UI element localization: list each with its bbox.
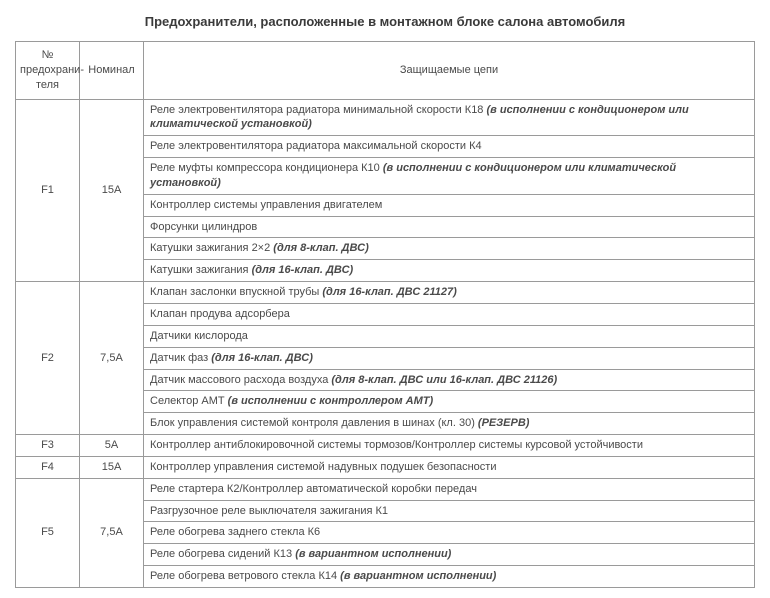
circuit-text: Контроллер системы управления двигателем [150, 199, 382, 211]
circuit-note: (для 16-клап. ДВС 21127) [322, 286, 456, 298]
circuit-note: (в вариантном исполнении) [340, 570, 496, 582]
circuit-text: Датчики кислорода [150, 330, 248, 342]
circuit-note: (для 8-клап. ДВС или 16-клап. ДВС 21126) [331, 374, 557, 386]
nominal-cell: 15А [80, 99, 144, 282]
circuit-text: Селектор АМТ [150, 395, 228, 407]
circuit-text: Реле электровентилятора радиатора минима… [150, 104, 486, 116]
circuit-description-cell: Форсунки цилиндров [144, 216, 755, 238]
page-title: Предохранители, расположенные в монтажно… [15, 14, 755, 29]
circuit-text: Катушки зажигания [150, 264, 252, 276]
circuit-text: Реле обогрева сидений К13 [150, 548, 295, 560]
circuit-description-cell: Контроллер системы управления двигателем [144, 194, 755, 216]
circuit-description-cell: Катушки зажигания (для 16-клап. ДВС) [144, 260, 755, 282]
circuit-text: Клапан заслонки впускной трубы [150, 286, 322, 298]
circuit-description-cell: Катушки зажигания 2×2 (для 8-клап. ДВС) [144, 238, 755, 260]
header-fuse-no: № предохрани­теля [16, 42, 80, 100]
circuit-description-cell: Реле обогрева сидений К13 (в вариантном … [144, 544, 755, 566]
nominal-cell: 5А [80, 435, 144, 457]
fuse-table: № предохрани­теля Номинал Защищаемые цеп… [15, 41, 755, 588]
circuit-note: (в вариантном исполнении) [295, 548, 451, 560]
circuit-description-cell: Датчики кислорода [144, 325, 755, 347]
circuit-description-cell: Датчик фаз (для 16-клап. ДВС) [144, 347, 755, 369]
circuit-text: Реле муфты компрессора кондиционера К10 [150, 162, 383, 174]
circuit-description-cell: Реле обогрева заднего стекла К6 [144, 522, 755, 544]
circuit-description-cell: Реле обогрева ветрового стекла К14 (в ва… [144, 566, 755, 588]
table-row: F115АРеле электровентилятора радиатора м… [16, 99, 755, 136]
nominal-cell: 7,5А [80, 478, 144, 587]
table-row: F35А Контроллер антиблокировочной системы… [16, 435, 755, 457]
circuit-text: Катушки зажигания 2×2 [150, 242, 273, 254]
circuit-description-cell: Реле стартера К2/Контроллер автоматическ… [144, 478, 755, 500]
header-nominal: Номинал [80, 42, 144, 100]
circuit-text: Реле стартера К2/Контроллер автоматическ… [150, 483, 477, 495]
circuit-text: Реле обогрева ветрового стекла К14 [150, 570, 340, 582]
fuse-number-cell: F2 [16, 282, 80, 435]
table-row: F27,5АКлапан заслонки впускной трубы (дл… [16, 282, 755, 304]
circuit-text: Датчик массового расхода воздуха [150, 374, 331, 386]
circuit-note: (РЕЗЕРВ) [478, 417, 530, 429]
fuse-number-cell: F1 [16, 99, 80, 282]
circuit-description-cell: Реле электровентилятора радиатора минима… [144, 99, 755, 136]
circuit-note: (в исполнении с контроллером АМТ) [228, 395, 434, 407]
circuit-text: Форсунки цилиндров [150, 221, 257, 233]
circuit-description-cell: Блок управления системой контроля давлен… [144, 413, 755, 435]
fuse-number-cell: F5 [16, 478, 80, 587]
header-circuits: Защищаемые цепи [144, 42, 755, 100]
circuit-description-cell: Контроллер антиблокировочной системы тор… [144, 435, 755, 457]
circuit-description-cell: Клапан заслонки впускной трубы (для 16-к… [144, 282, 755, 304]
circuit-text: Блок управления системой контроля давлен… [150, 417, 478, 429]
circuit-text: Клапан продува адсорбера [150, 308, 290, 320]
circuit-note: (для 8-клап. ДВС) [273, 242, 368, 254]
circuit-description-cell: Клапан продува адсорбера [144, 303, 755, 325]
fuse-number-cell: F3 [16, 435, 80, 457]
circuit-description-cell: Реле муфты компрессора кондиционера К10 … [144, 158, 755, 195]
fuse-number-cell: F4 [16, 456, 80, 478]
circuit-text: Контроллер управления системой надувных … [150, 461, 496, 473]
circuit-text: Реле обогрева заднего стекла К6 [150, 526, 320, 538]
circuit-text: Контроллер антиблокировочной системы тор… [150, 439, 643, 451]
nominal-cell: 15А [80, 456, 144, 478]
circuit-text: Датчик фаз [150, 352, 211, 364]
circuit-description-cell: Селектор АМТ (в исполнении с контроллеро… [144, 391, 755, 413]
circuit-text: Реле электровентилятора радиатора максим… [150, 140, 482, 152]
circuit-description-cell: Реле электровентилятора радиатора максим… [144, 136, 755, 158]
table-row: F57,5АРеле стартера К2/Контроллер автома… [16, 478, 755, 500]
table-row: F415А Контроллер управления системой наду… [16, 456, 755, 478]
nominal-cell: 7,5А [80, 282, 144, 435]
circuit-note: (для 16-клап. ДВС) [252, 264, 354, 276]
circuit-description-cell: Датчик массового расхода воздуха (для 8-… [144, 369, 755, 391]
circuit-note: (для 16-клап. ДВС) [211, 352, 313, 364]
circuit-text: Разгрузочное реле выключателя зажигания … [150, 505, 388, 517]
table-header-row: № предохрани­теля Номинал Защищаемые цеп… [16, 42, 755, 100]
circuit-description-cell: Разгрузочное реле выключателя зажигания … [144, 500, 755, 522]
circuit-description-cell: Контроллер управления системой надувных … [144, 456, 755, 478]
